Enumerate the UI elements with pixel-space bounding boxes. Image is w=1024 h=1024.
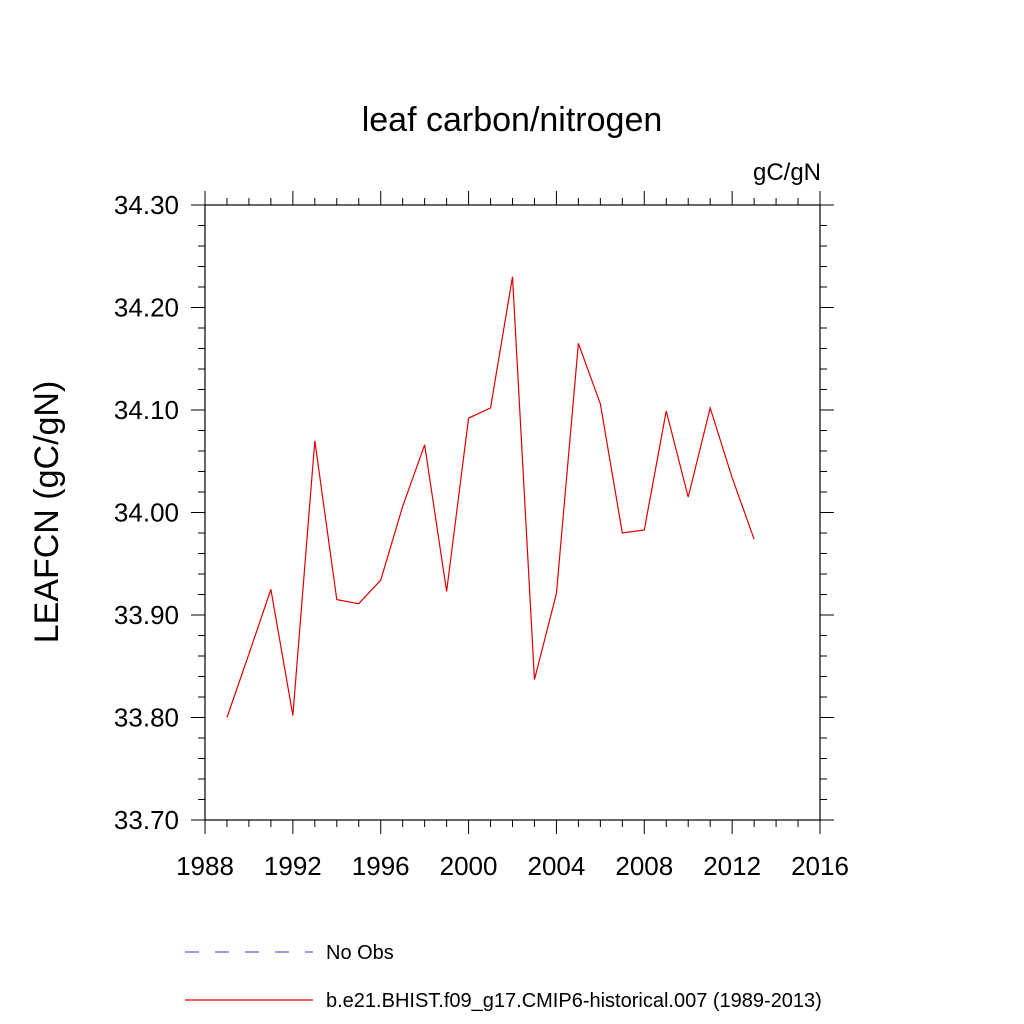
x-tick-label: 1996 bbox=[352, 851, 410, 881]
y-tick-label: 34.00 bbox=[114, 498, 179, 528]
x-tick-label: 1992 bbox=[264, 851, 322, 881]
y-tick-label: 33.70 bbox=[114, 805, 179, 835]
x-tick-label: 1988 bbox=[176, 851, 234, 881]
x-tick-label: 2000 bbox=[440, 851, 498, 881]
y-tick-label: 33.80 bbox=[114, 703, 179, 733]
y-axis-label: LEAFCN (gC/gN) bbox=[28, 381, 66, 644]
plot-frame bbox=[204, 204, 821, 821]
legend: No Obs b.e21.BHIST.f09_g17.CMIP6-historic… bbox=[185, 942, 822, 1012]
y-tick-label: 34.20 bbox=[114, 293, 179, 323]
x-tick-label: 2012 bbox=[703, 851, 761, 881]
x-tick-label: 2008 bbox=[615, 851, 673, 881]
legend-label: b.e21.BHIST.f09_g17.CMIP6-historical.007… bbox=[326, 990, 822, 1012]
axis-ticks: 1988 1992 1996 2000 2004 2008 2012 2016 33.70 33.… bbox=[114, 190, 849, 881]
series-lines bbox=[226, 276, 755, 718]
x-tick-label: 2004 bbox=[528, 851, 586, 881]
y-tick-label: 34.30 bbox=[114, 190, 179, 220]
x-tick-label: 2016 bbox=[791, 851, 849, 881]
series-line bbox=[226, 276, 755, 718]
y-tick-label: 34.10 bbox=[114, 395, 179, 425]
units-label: gC/gN bbox=[753, 159, 821, 186]
chart-title: leaf carbon/nitrogen bbox=[362, 101, 663, 139]
y-tick-label: 33.90 bbox=[114, 600, 179, 630]
legend-label: No Obs bbox=[326, 942, 394, 964]
